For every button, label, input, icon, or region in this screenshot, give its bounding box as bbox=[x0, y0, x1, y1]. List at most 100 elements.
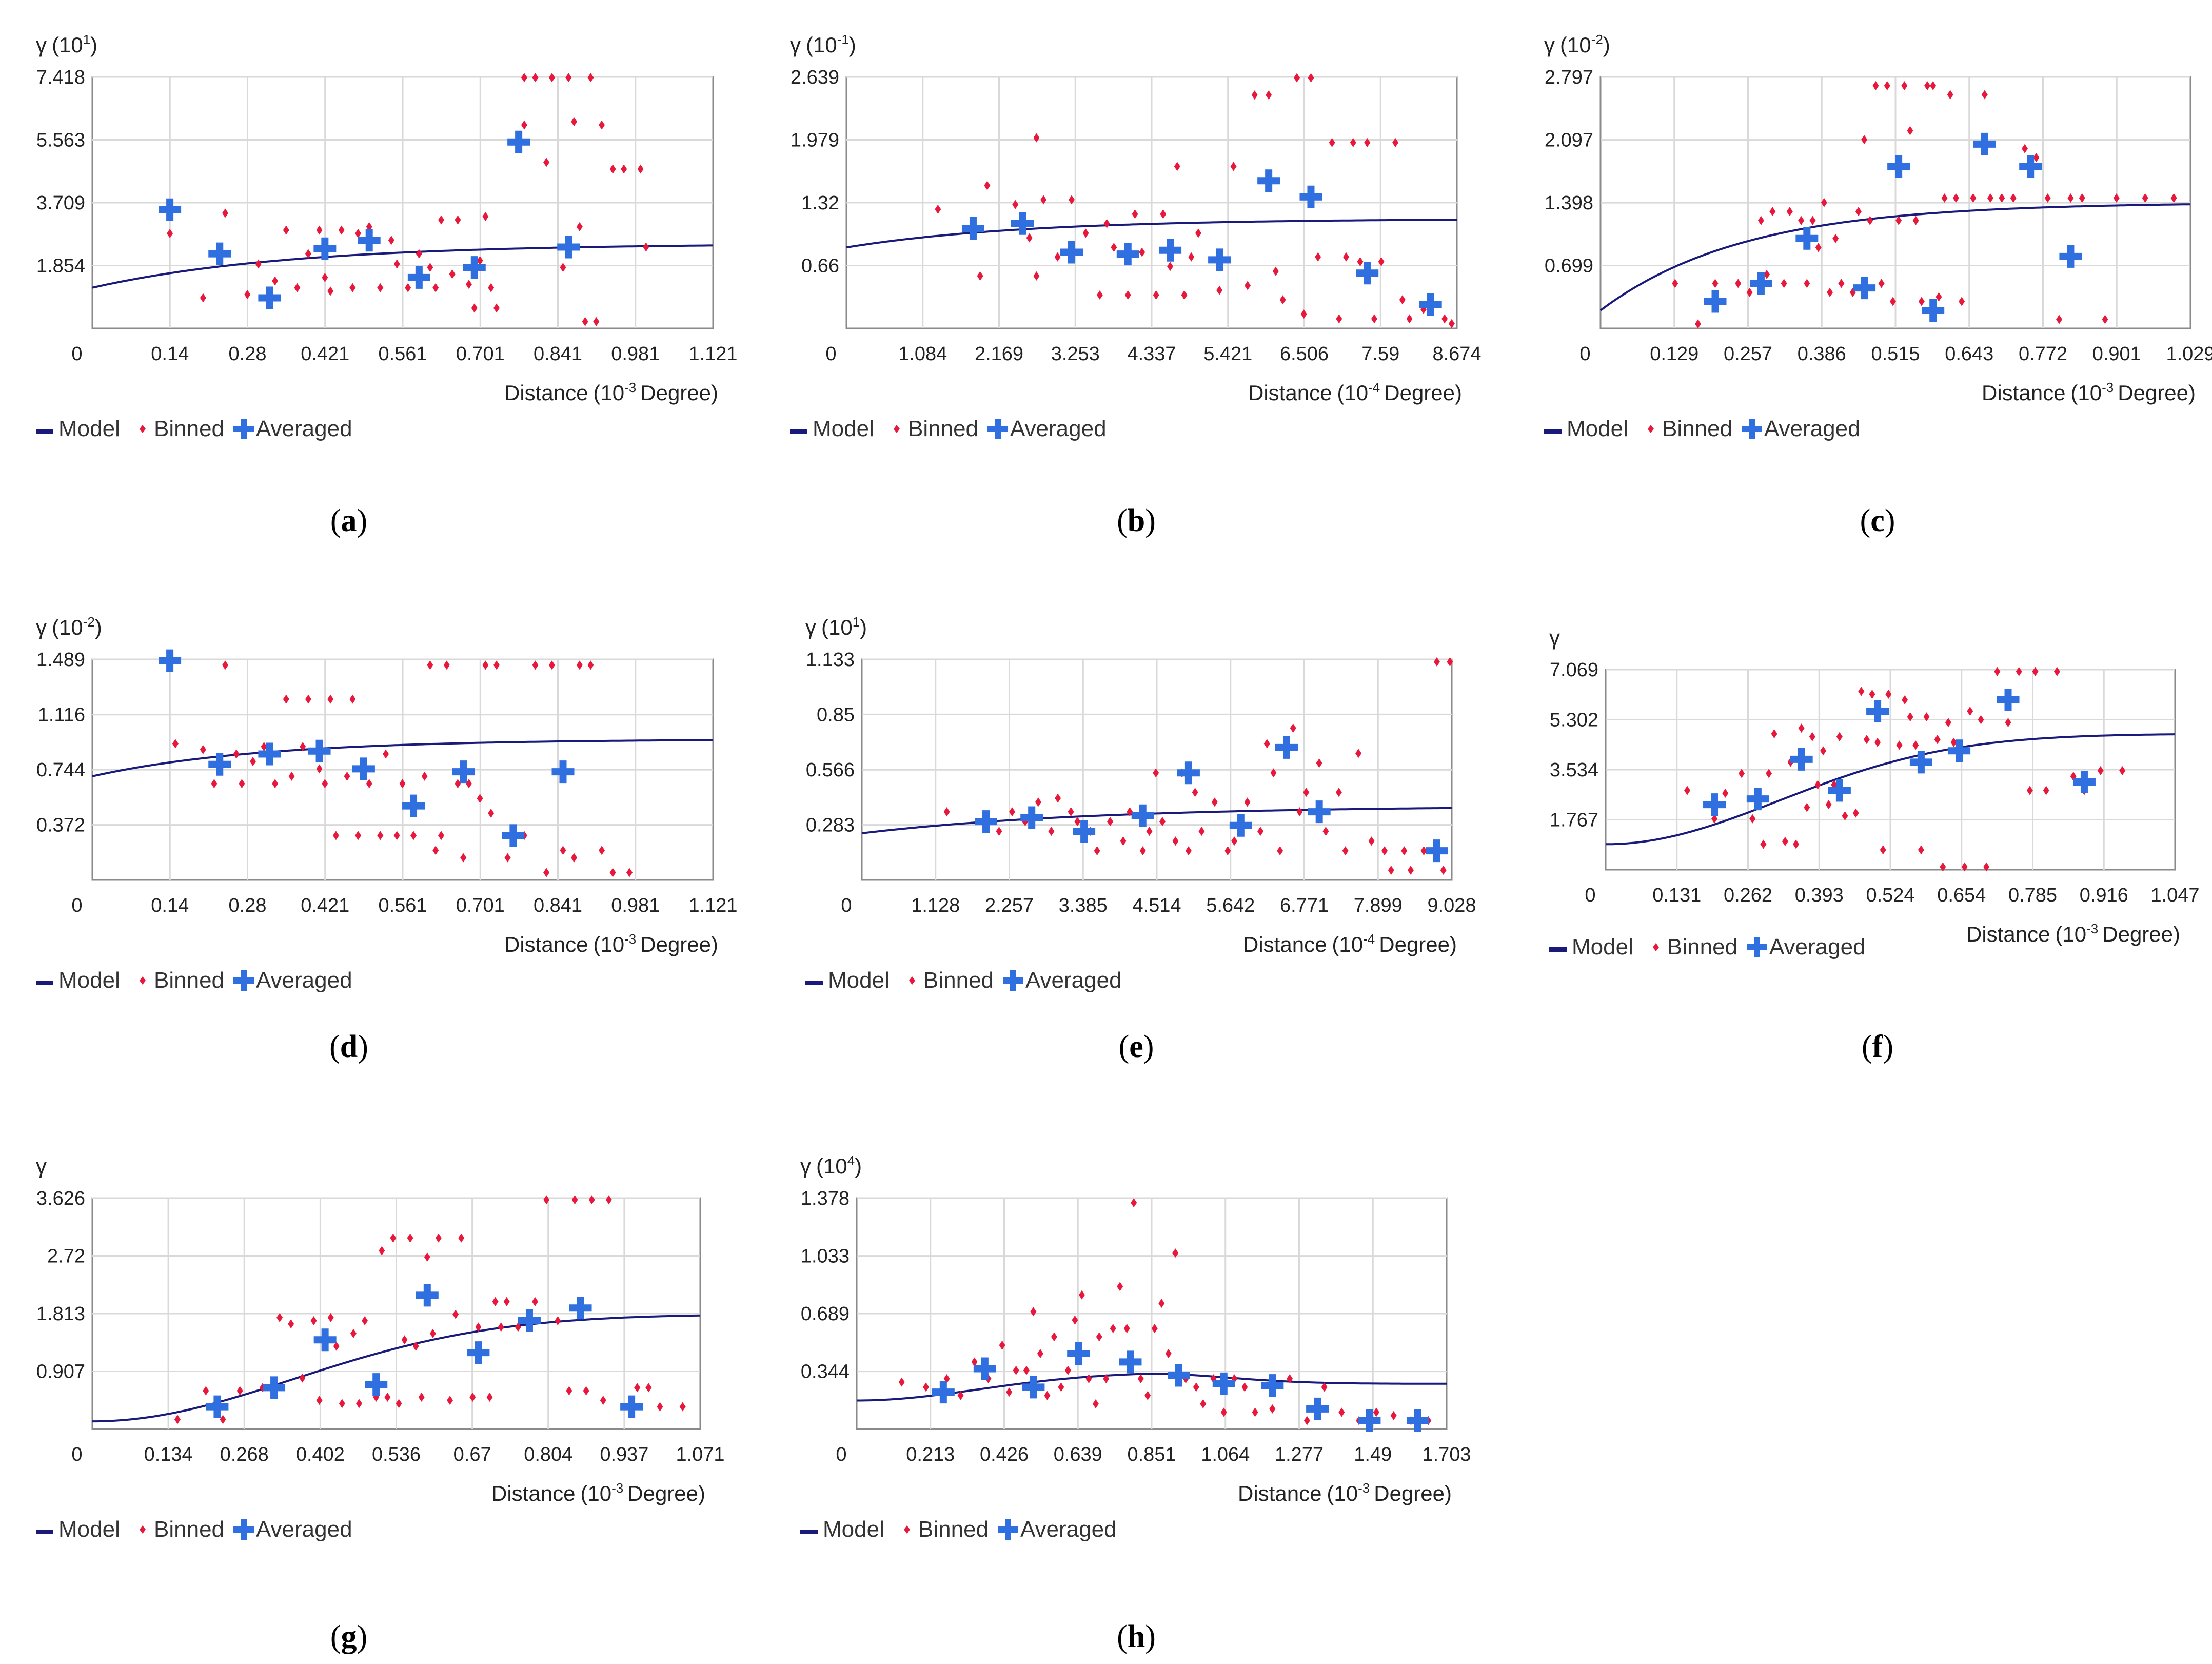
averaged-point bbox=[467, 1341, 490, 1364]
binned-point bbox=[1117, 1282, 1123, 1291]
x-axis-title: Distance (10-3 Degree) bbox=[1982, 380, 2196, 405]
binned-point bbox=[1764, 269, 1770, 279]
panel-caption: (d) bbox=[329, 1029, 368, 1064]
x-axis-scale-base: (10 bbox=[1332, 932, 1363, 956]
binned-point bbox=[503, 1297, 510, 1306]
averaged-point bbox=[973, 1357, 996, 1380]
binned-point bbox=[383, 749, 389, 759]
binned-point bbox=[971, 1357, 978, 1367]
averaged-point bbox=[1208, 248, 1231, 271]
x-tick-label: 0 bbox=[71, 1444, 82, 1465]
binned-point bbox=[174, 1415, 181, 1424]
averaged-point bbox=[961, 217, 984, 240]
binned-point bbox=[2142, 193, 2148, 203]
averaged-point bbox=[1795, 227, 1819, 250]
binned-point bbox=[427, 263, 433, 272]
binned-point bbox=[515, 1322, 521, 1332]
binned-point bbox=[1999, 193, 2005, 203]
binned-point bbox=[465, 280, 472, 289]
binned-point bbox=[429, 1328, 436, 1338]
x-tick-label: 0.426 bbox=[980, 1444, 1029, 1465]
x-tick-label: 3.385 bbox=[1059, 895, 1108, 916]
averaged-point bbox=[1703, 793, 1726, 816]
binned-point bbox=[475, 1322, 482, 1332]
y-tick-label: 5.563 bbox=[36, 130, 85, 151]
binned-point bbox=[1078, 1290, 1085, 1300]
averaged-point bbox=[1704, 290, 1727, 313]
y-tick-label: 2.797 bbox=[1545, 67, 1593, 88]
binned-point bbox=[2022, 144, 2028, 153]
binned-point bbox=[1172, 836, 1179, 846]
binned-point bbox=[1447, 657, 1453, 667]
binned-point bbox=[600, 1396, 606, 1405]
y-tick-label: 1.033 bbox=[801, 1246, 850, 1267]
binned-point bbox=[482, 212, 489, 222]
binned-point bbox=[943, 807, 950, 817]
legend-binned-swatch bbox=[140, 1525, 146, 1534]
x-axis-label: Distance bbox=[1243, 932, 1327, 956]
binned-point bbox=[1167, 262, 1174, 271]
binned-point bbox=[1392, 138, 1399, 147]
panels-layer: 0 0.14 0.28 0.421 0.561 0.701 0.841 0.981 1.121 1… bbox=[36, 32, 2212, 1654]
binned-point bbox=[1252, 1407, 1258, 1417]
legend-averaged-label: Averaged bbox=[1010, 416, 1107, 441]
averaged-point bbox=[1011, 212, 1034, 235]
binned-point bbox=[1188, 252, 1195, 262]
x-tick-label: 4.337 bbox=[1127, 343, 1176, 365]
binned-point bbox=[396, 1399, 402, 1408]
x-axis-scale-exponent: -3 bbox=[2086, 921, 2098, 936]
binned-point bbox=[571, 1195, 578, 1205]
y-axis-symbol: γ bbox=[36, 1154, 47, 1178]
binned-point bbox=[1912, 216, 1919, 225]
averaged-point bbox=[1909, 751, 1932, 774]
x-tick-label: 4.514 bbox=[1132, 895, 1181, 916]
averaged-point bbox=[1887, 155, 1910, 178]
y-axis-scale-base: (10 bbox=[1560, 33, 1591, 57]
binned-point bbox=[637, 164, 644, 174]
binned-point bbox=[1181, 290, 1188, 300]
binned-point bbox=[488, 283, 495, 292]
binned-point bbox=[377, 283, 384, 292]
x-tick-label: 0.393 bbox=[1795, 885, 1844, 906]
y-tick-label: 0.699 bbox=[1545, 256, 1593, 277]
y-tick-label: 3.534 bbox=[1550, 759, 1598, 781]
binned-point bbox=[2102, 315, 2108, 324]
binned-point bbox=[1026, 233, 1033, 243]
binned-point bbox=[1220, 1407, 1227, 1417]
binned-point bbox=[583, 1386, 589, 1396]
binned-point bbox=[2010, 193, 2017, 203]
x-tick-label: 1.029 bbox=[2166, 343, 2212, 365]
legend-model-swatch bbox=[805, 981, 823, 985]
chart-panel-d: 0 0.14 0.28 0.421 0.561 0.701 0.841 0.981 1.121 0… bbox=[36, 614, 738, 1064]
binned-point bbox=[1902, 695, 1908, 704]
binned-point bbox=[1399, 295, 1406, 305]
x-tick-label: 0.561 bbox=[378, 343, 427, 365]
binned-point bbox=[1251, 90, 1258, 100]
x-axis-scale-base: (10 bbox=[1327, 1481, 1358, 1505]
binned-point bbox=[322, 272, 328, 282]
x-tick-label: 0.134 bbox=[144, 1444, 193, 1465]
y-axis-scale-base: (10 bbox=[816, 1154, 847, 1178]
x-axis-label: Distance bbox=[1248, 381, 1332, 405]
binned-point bbox=[1907, 126, 1913, 135]
binned-point bbox=[1132, 209, 1138, 219]
binned-point bbox=[1672, 279, 1678, 288]
legend-averaged-swatch bbox=[1003, 970, 1023, 991]
averaged-point bbox=[507, 130, 530, 153]
binned-point bbox=[1970, 193, 1977, 203]
binned-point bbox=[1055, 793, 1061, 803]
y-axis-scale-exponent: 1 bbox=[83, 32, 90, 47]
panel-caption-close: ) bbox=[1145, 1619, 1156, 1654]
x-axis-scale-base: (10 bbox=[580, 1481, 611, 1505]
x-tick-label: 0.421 bbox=[301, 343, 349, 365]
x-tick-label: 0 bbox=[825, 343, 836, 365]
binned-point bbox=[1094, 846, 1100, 856]
y-tick-label: 1.854 bbox=[36, 256, 85, 277]
binned-point bbox=[416, 249, 422, 259]
binned-point bbox=[521, 73, 527, 83]
binned-point bbox=[984, 181, 991, 190]
binned-point bbox=[1804, 802, 1810, 812]
binned-point bbox=[2056, 315, 2063, 324]
x-tick-label: 0.28 bbox=[229, 895, 267, 916]
legend-model-label: Model bbox=[58, 968, 120, 993]
